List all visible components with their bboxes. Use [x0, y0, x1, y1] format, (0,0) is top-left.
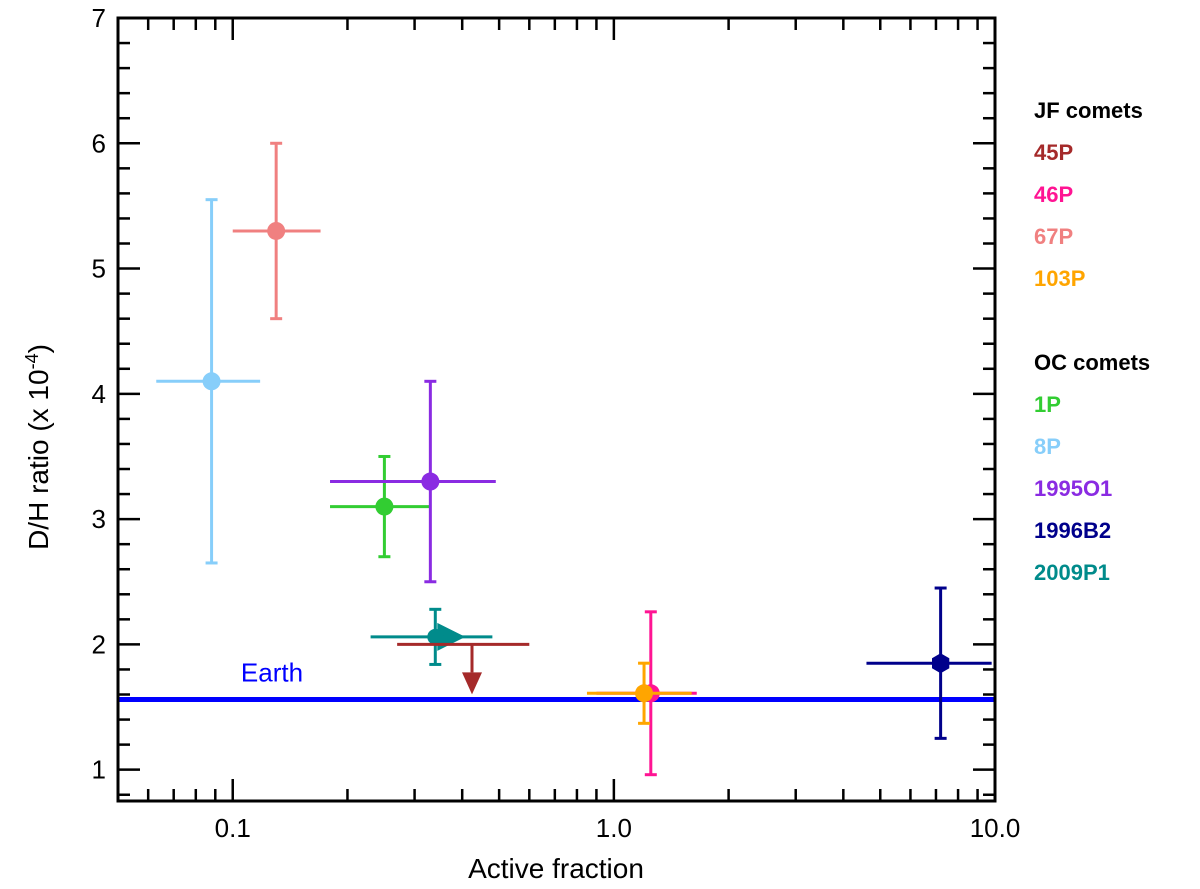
plot-content: Earth [118, 141, 995, 777]
point-45p [397, 642, 530, 695]
x-axis-label: Active fraction [468, 853, 644, 884]
y-axis-label-exponent: -4 [22, 353, 42, 369]
legend-entry-1995o1: 1995O1 [1034, 476, 1112, 501]
legend: JF comets 45P 46P 67P 103P OC comets 1P 8P 1995O… [1034, 98, 1150, 585]
y-tick-label: 7 [92, 3, 106, 33]
y-tick-label: 4 [92, 379, 106, 409]
y-tick-label: 5 [92, 254, 106, 284]
x-tick-label: 0.1 [215, 813, 251, 843]
point-2009p1 [370, 607, 493, 666]
legend-title-jf: JF comets [1034, 98, 1143, 123]
y-axis-label-close: ) [23, 344, 54, 353]
y-tick-label: 1 [92, 755, 106, 785]
marker-103p [635, 684, 654, 703]
y-tick-label: 3 [92, 504, 106, 534]
axes [116, 16, 997, 803]
marker-67p [267, 221, 286, 240]
legend-entry-67p: 67P [1034, 224, 1073, 249]
legend-entry-8p: 8P [1034, 434, 1061, 459]
point-103p [586, 661, 692, 725]
legend-entry-103p: 103P [1034, 266, 1085, 291]
plot-frame [116, 16, 997, 803]
point-67p [232, 141, 321, 321]
y-tick-label: 2 [92, 629, 106, 659]
legend-entry-46p: 46P [1034, 182, 1073, 207]
marker-1996b2 [932, 653, 950, 674]
legend-entry-45p: 45P [1034, 140, 1073, 165]
earth-label: Earth [241, 658, 303, 688]
x-tick-label: 1.0 [596, 813, 632, 843]
marker-8p [202, 372, 221, 391]
tick-labels: 0.1 1.0 10.0 1 2 3 4 5 6 7 [92, 3, 1021, 843]
legend-entry-1996b2: 1996B2 [1034, 518, 1111, 543]
y-axis-label: D/H ratio (x 10-4) [22, 344, 54, 550]
x-tick-label: 10.0 [970, 813, 1021, 843]
point-1996b2 [866, 586, 992, 740]
legend-entry-2009p1: 2009P1 [1034, 560, 1110, 585]
y-axis-label-main: D/H ratio (x 10 [23, 369, 54, 550]
point-1995o1 [330, 379, 496, 584]
legend-entry-1p: 1P [1034, 392, 1061, 417]
marker-1995o1 [421, 472, 440, 491]
legend-title-oc: OC comets [1034, 350, 1150, 375]
marker-2009p1 [427, 628, 444, 645]
point-1p [330, 454, 431, 559]
point-8p [156, 198, 261, 565]
marker-1p [375, 497, 394, 516]
y-tick-label: 6 [92, 128, 106, 158]
ticks [116, 16, 997, 801]
upper-limit-arrow-45p [462, 672, 482, 695]
